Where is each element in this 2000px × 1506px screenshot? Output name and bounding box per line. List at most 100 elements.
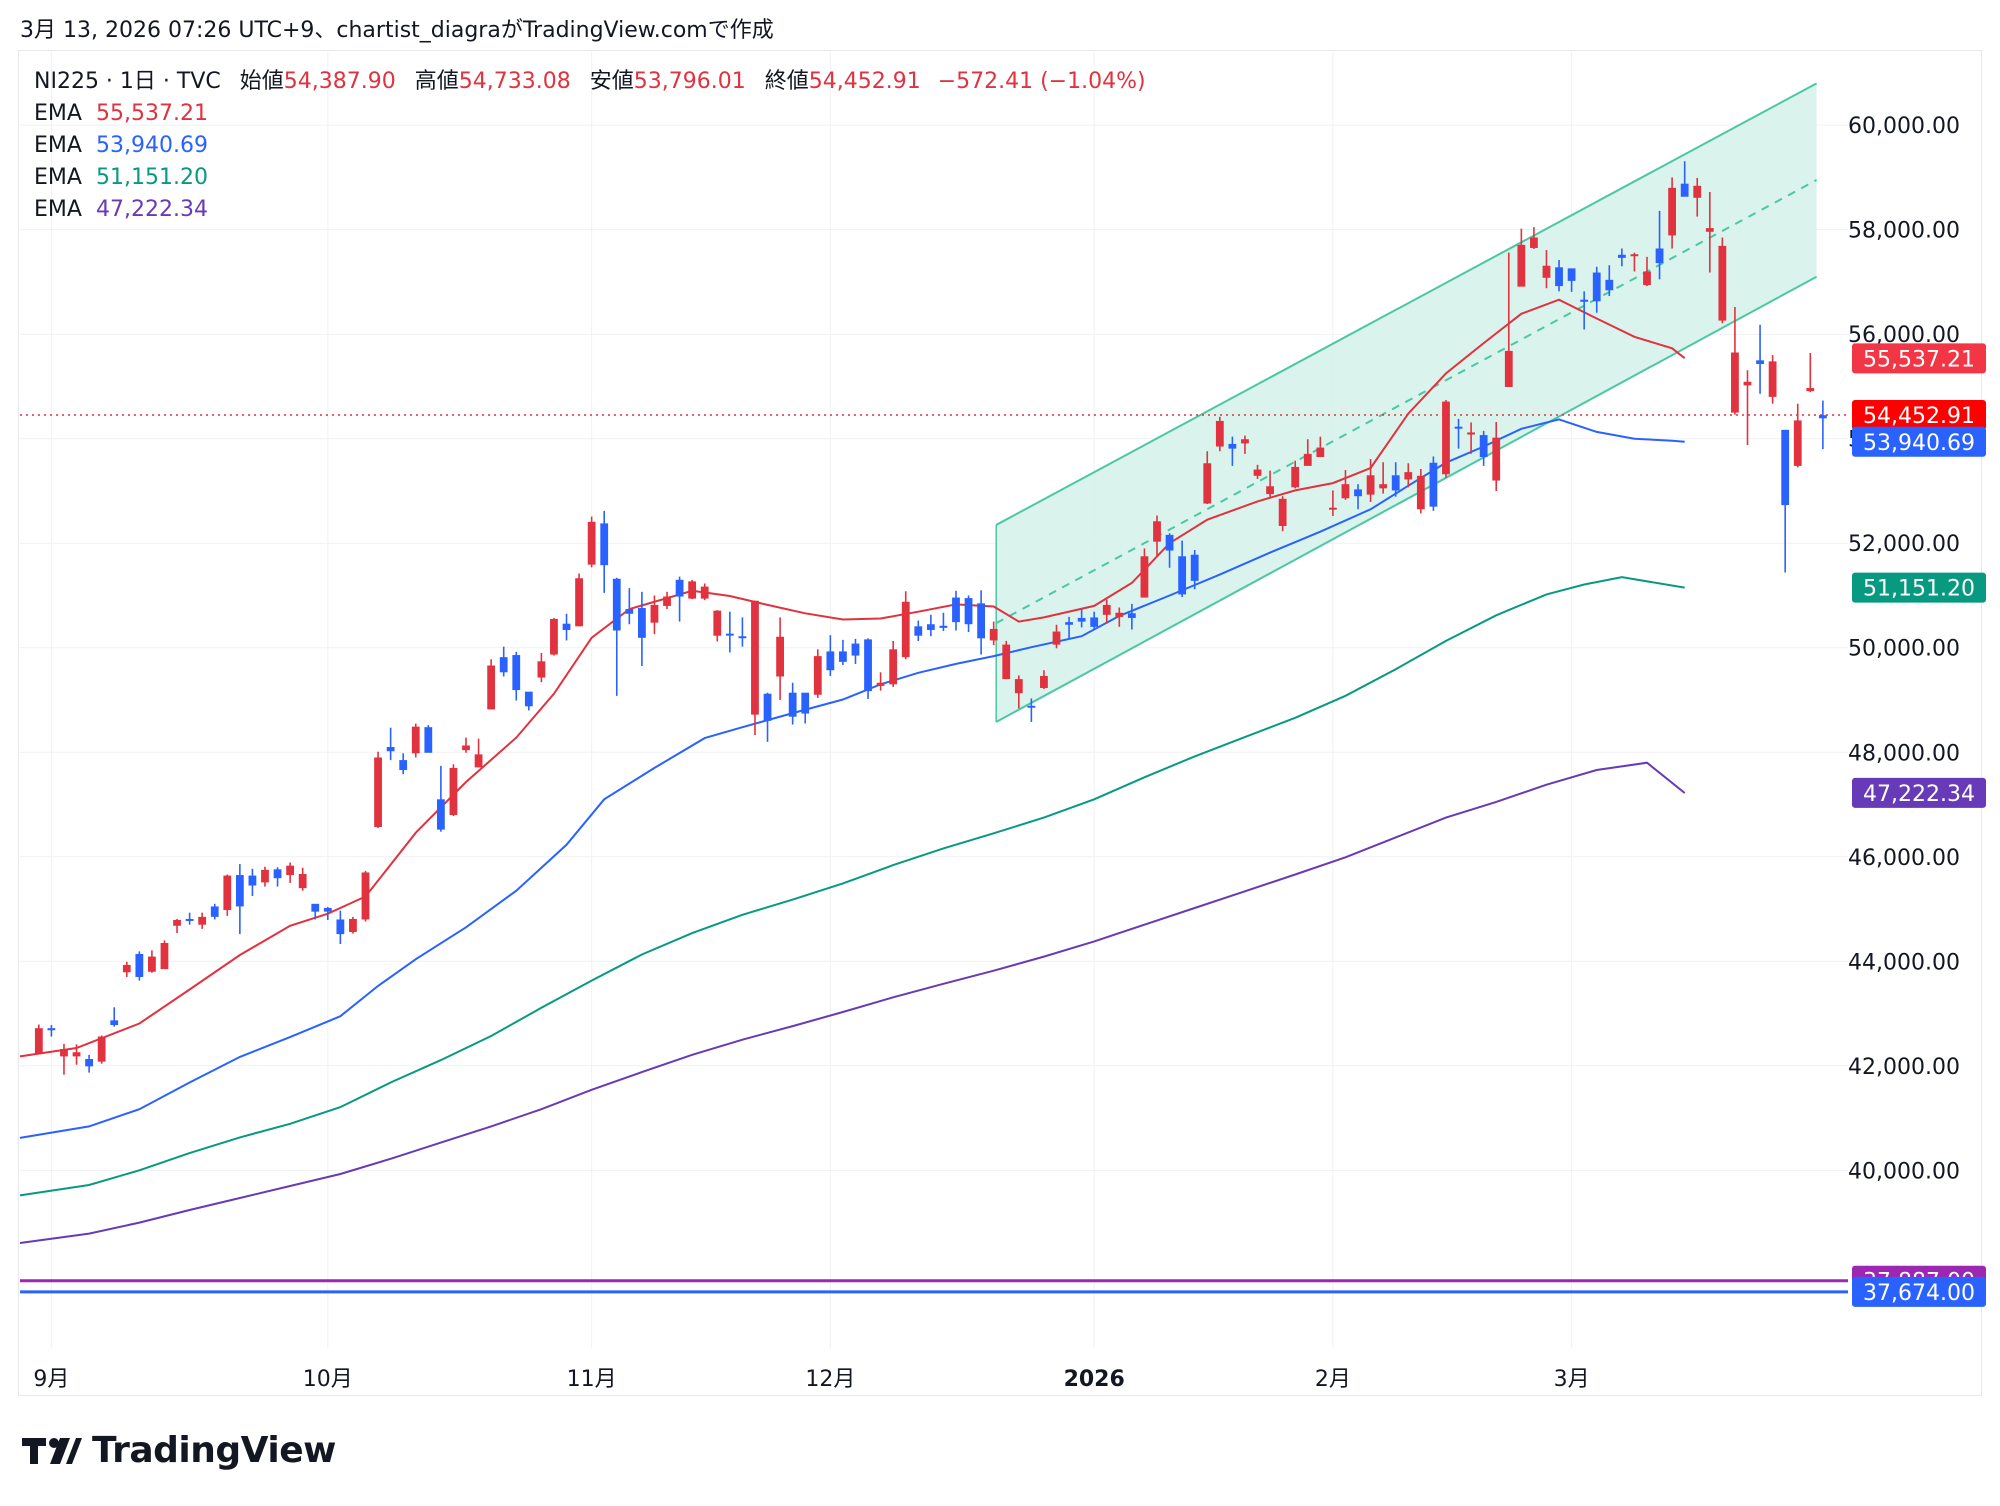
y-tick-label: 48,000.00 [1848, 741, 1960, 766]
y-tick-label: 58,000.00 [1848, 219, 1960, 244]
low-value: 53,796.01 [633, 69, 746, 94]
price-axis-tag [1852, 1276, 1986, 1307]
candle-body [1040, 675, 1048, 688]
candle-body [97, 1036, 106, 1062]
candle-body [160, 943, 169, 970]
candle-body [1002, 644, 1011, 680]
candle-body [1115, 612, 1124, 617]
candle-body [550, 619, 558, 655]
price-axis-tag [1852, 777, 1986, 808]
candle-body [1253, 469, 1262, 476]
high-label: 高値 [414, 69, 459, 94]
candle-body [801, 692, 810, 714]
price-axis-tag-label: 54,452.91 [1863, 404, 1975, 429]
x-tick-label: 9月 [33, 1367, 69, 1392]
price-axis-tag [1852, 343, 1986, 374]
candle-body [361, 872, 370, 920]
chart-legend: NI225 · 1日 · TVC 始値54,387.90 高値54,733.08… [34, 66, 1146, 226]
channel-mid-line [995, 179, 1818, 625]
x-tick-label: 2026 [1064, 1367, 1125, 1392]
candle-body [776, 636, 784, 677]
price-chart[interactable]: 40,000.00 42,000.00 44,000.00 46,000.00 48,0… [0, 0, 2000, 1420]
candle-body [1291, 466, 1300, 488]
tradingview-logo[interactable]: TradingView [22, 1430, 336, 1471]
channel-upper-line [995, 82, 1818, 526]
candle-body [1266, 486, 1274, 495]
candle-body [173, 920, 181, 926]
candle-body [1567, 268, 1576, 281]
candle-body [1580, 299, 1589, 302]
symbol-label[interactable]: NI225 · 1日 · TVC [34, 69, 221, 94]
candle-body [1140, 556, 1149, 598]
candle-body [336, 919, 345, 935]
candle-body [60, 1049, 68, 1057]
candle-body [248, 875, 257, 886]
channel-lower-line [995, 275, 1818, 723]
candle-body [1303, 453, 1312, 466]
candle-body [1052, 631, 1061, 645]
ema-label: EMA [34, 133, 82, 158]
candle-body [1555, 267, 1563, 287]
candle-body [625, 609, 634, 614]
candle-body [1705, 228, 1714, 232]
candle-body [1077, 617, 1086, 622]
candle-body [311, 903, 320, 912]
candle-body [751, 600, 759, 715]
candle-body [1542, 265, 1551, 278]
candle-body [1818, 415, 1827, 419]
candle-body [1617, 254, 1626, 258]
candle-body [725, 633, 734, 636]
ema-line [19, 761, 1686, 1244]
candle-body [273, 869, 282, 879]
ema-label: EMA [34, 197, 82, 222]
candle-body [512, 655, 521, 691]
candle-body [989, 628, 998, 641]
candle-body [1090, 617, 1099, 627]
candle-body [1391, 475, 1400, 491]
candle-body [977, 603, 986, 639]
price-axis-tag [1852, 400, 1986, 431]
ema-legend-row[interactable]: EMA 53,940.69 [34, 130, 1146, 162]
candle-body [1416, 475, 1425, 510]
candle-body [612, 578, 621, 631]
candle-body [1341, 484, 1350, 499]
candle-body [1517, 244, 1526, 287]
ema-legend-row[interactable]: EMA 55,537.21 [34, 98, 1146, 130]
candle-body [122, 964, 131, 973]
candle-body [411, 726, 420, 754]
candle-body [424, 727, 433, 753]
candle-body [323, 907, 332, 912]
candle-body [1781, 429, 1790, 506]
brand-name: TradingView [92, 1430, 336, 1471]
y-tick-label: 42,000.00 [1848, 1055, 1960, 1080]
close-value: 54,452.91 [808, 69, 921, 94]
candle-body [839, 651, 847, 662]
candle-body [1718, 245, 1727, 321]
candle-body [298, 874, 307, 889]
candle-body [399, 760, 408, 771]
x-tick-label: 11月 [567, 1367, 617, 1392]
candle-body [524, 691, 533, 707]
candle-body [235, 875, 244, 907]
ema-legend-row[interactable]: EMA 51,151.20 [34, 162, 1146, 194]
candle-body [788, 692, 797, 717]
candle-body [1743, 381, 1752, 386]
candle-body [1630, 254, 1639, 257]
candle-body [914, 626, 923, 636]
candle-body [1454, 426, 1463, 429]
y-tick-label: 40,000.00 [1848, 1159, 1960, 1184]
price-axis-tag-label: 53,940.69 [1863, 431, 1975, 456]
candle-body [1404, 472, 1413, 480]
candle-body [876, 682, 885, 686]
candle-body [135, 953, 144, 977]
candle-body [738, 636, 747, 639]
candle-body [964, 598, 973, 625]
x-tick-label: 12月 [805, 1367, 855, 1392]
x-tick-label: 3月 [1554, 1367, 1590, 1392]
ema-legend-row[interactable]: EMA 47,222.34 [34, 194, 1146, 226]
candle-body [562, 623, 571, 630]
candle-body [1592, 272, 1601, 302]
price-axis-tag-label: 55,537.21 [1863, 347, 1975, 372]
candle-body [499, 657, 508, 673]
candle-body [1693, 185, 1702, 198]
